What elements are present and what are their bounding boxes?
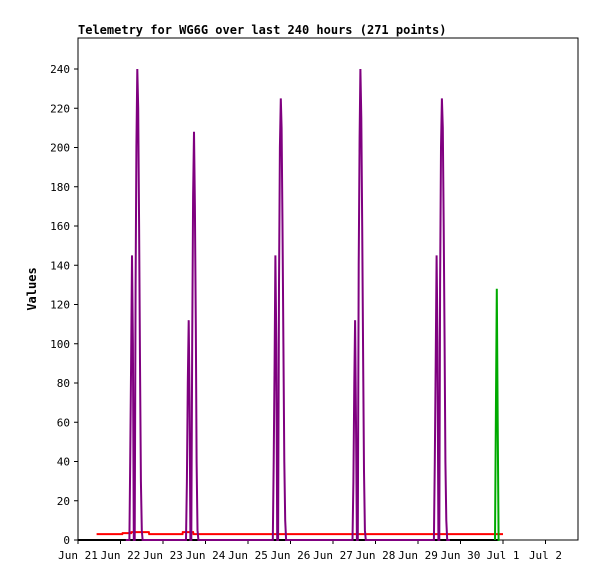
y-tick-label: 100 <box>50 338 70 351</box>
y-tick-label: 40 <box>57 456 70 469</box>
chart-title: Telemetry for WG6G over last 240 hours (… <box>78 23 446 37</box>
x-tick-label: Jun 28 <box>356 549 396 562</box>
x-tick-label: Jun 27 <box>313 549 353 562</box>
y-tick-label: 60 <box>57 416 70 429</box>
series-line-3 <box>125 68 450 541</box>
series-line-4 <box>494 288 500 541</box>
y-tick-label: 160 <box>50 220 70 233</box>
plot-area <box>77 37 579 541</box>
x-tick-label: Jun 22 <box>101 549 141 562</box>
y-tick-label: 140 <box>50 259 70 272</box>
x-tick-label: Jun 24 <box>186 549 226 562</box>
y-tick-label: 200 <box>50 142 70 155</box>
x-tick-label: Jun 25 <box>228 549 268 562</box>
y-tick-label: 240 <box>50 63 70 76</box>
x-tick-label: Jun 26 <box>271 549 311 562</box>
x-tick-label: Jul 2 <box>529 549 562 562</box>
x-tick-label: Jun 30 <box>441 549 481 562</box>
y-tick-label: 180 <box>50 181 70 194</box>
y-tick-label: 220 <box>50 102 70 115</box>
x-tick-label: Jun 29 <box>398 549 438 562</box>
y-tick-label: 20 <box>57 495 70 508</box>
x-tick-label: Jun 21 <box>58 549 98 562</box>
series-layer <box>78 68 503 541</box>
x-tick-label: Jun 23 <box>143 549 183 562</box>
x-tick-label: Jul 1 <box>486 549 519 562</box>
y-tick-label: 0 <box>63 534 70 547</box>
y-axis-label: Values <box>25 267 39 310</box>
y-tick-label: 80 <box>57 377 70 390</box>
y-axis-ticks: 0 20 40 60 80 100 120 140 160 180 200 220 240 <box>50 63 78 547</box>
y-tick-label: 120 <box>50 299 70 312</box>
x-axis-ticks: Jun 21 Jun 22 Jun 23 Jun 24 Jun 25 Jun 26 Jun … <box>58 540 562 562</box>
